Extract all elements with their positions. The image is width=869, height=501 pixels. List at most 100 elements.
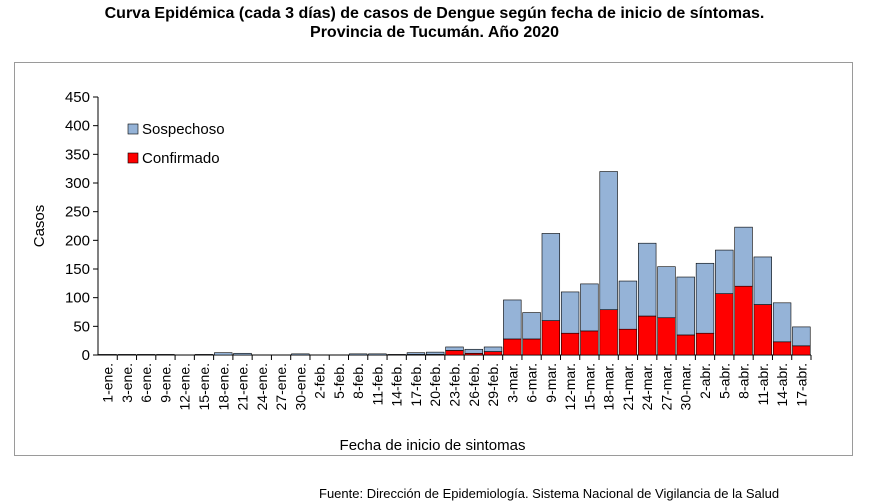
y-tick-label: 150 [65,261,90,278]
bar-confirmado [541,320,561,356]
x-tick-label: 6-ene. [138,363,154,403]
bar-sospechoso [695,262,715,334]
bar-sospechoso [464,348,483,354]
y-tick-label: 100 [65,290,90,307]
x-tick-label: 2-abr. [697,363,713,399]
x-tick-label: 17-abr. [793,363,809,407]
x-tick-label: 8-feb. [350,363,366,399]
bar-confirmado [522,338,541,356]
bar-confirmado [483,351,503,356]
y-tick-label: 400 [65,118,90,135]
source-note: Fuente: Dirección de Epidemiología. Sist… [319,486,780,501]
x-tick-label: 14-abr. [774,363,790,407]
x-tick-label: 20-feb. [427,363,443,407]
bar-sospechoso [291,353,310,356]
legend-label: Sospechoso [142,121,225,138]
bar-confirmado [503,338,522,356]
x-tick-label: 18-ene. [215,363,231,410]
bar-sospechoso [214,352,233,356]
bar-confirmado [560,332,580,356]
bar-sospechoso [137,354,156,356]
bar-sospechoso [348,353,368,356]
bar-confirmado [734,285,753,356]
y-tick-label: 200 [65,232,90,249]
bar-sospechoso [233,352,252,356]
x-tick-label: 17-feb. [408,363,424,407]
bar-sospechoso [522,312,541,340]
bar-sospechoso [792,326,811,347]
y-tick-label: 450 [65,89,90,106]
x-tick-label: 23-feb. [447,363,463,407]
bar-sospechoso [580,283,599,332]
y-tick-label: 50 [73,318,90,335]
bar-sospechoso [638,242,657,317]
x-tick-label: 27-mar. [658,363,674,410]
x-tick-label: 26-feb. [466,363,482,407]
y-tick-label: 300 [65,175,90,192]
x-tick-label: 30-ene. [292,363,308,410]
bar-sospechoso [541,233,561,321]
x-tick-label: 3-mar. [504,363,520,403]
chart-frame [14,62,853,456]
bar-sospechoso [676,276,695,336]
y-axis-title: Casos [31,205,48,248]
y-tick-label: 250 [65,204,90,221]
bar-sospechoso [657,266,676,319]
bar-confirmado [638,315,657,356]
x-tick-label: 24-mar. [639,363,655,410]
x-tick-label: 5-feb. [331,363,347,399]
legend-swatch [127,123,139,135]
chart-subtitle: Provincia de Tucumán. Año 2020 [310,24,559,41]
bar-confirmado [753,304,772,356]
bar-sospechoso [368,353,387,356]
x-tick-label: 15-ene. [196,363,212,410]
bar-sospechoso [387,354,406,356]
bar-confirmado [676,334,695,356]
bar-confirmado [445,350,464,356]
x-tick-label: 5-abr. [716,363,732,399]
x-tick-label: 18-mar. [601,363,617,410]
bar-sospechoso [445,346,464,351]
bar-sospechoso [426,351,445,355]
bar-sospechoso [503,299,522,340]
x-tick-label: 21-mar. [620,363,636,410]
bar-sospechoso [483,346,503,352]
bar-confirmado [792,345,811,356]
x-tick-label: 12-ene. [177,363,193,410]
bar-sospechoso [715,249,734,294]
bar-sospechoso [599,171,618,311]
x-tick-label: 6-mar. [524,363,540,403]
y-tick-label: 0 [82,347,90,364]
x-tick-label: 15-mar. [581,363,597,410]
x-tick-label: 12-mar. [562,363,578,410]
chart-title: Curva Epidémica (cada 3 días) de casos d… [104,5,765,22]
bar-confirmado [580,330,599,356]
x-tick-label: 9-mar. [543,363,559,403]
bar-sospechoso [772,302,792,343]
x-axis-title: Fecha de inicio de sintomas [340,437,526,454]
bar-sospechoso [156,354,175,356]
x-tick-label: 27-ene. [273,363,289,410]
bar-confirmado [657,317,676,356]
x-tick-label: 3-ene. [119,363,135,403]
x-tick-label: 29-feb. [485,363,501,407]
legend-swatch [127,152,139,164]
bar-sospechoso [560,291,580,334]
x-tick-label: 11-abr. [755,363,771,406]
x-tick-label: 24-ene. [254,363,270,410]
bar-sospechoso [98,354,117,356]
bar-confirmado [715,293,734,356]
bar-sospechoso [753,256,772,305]
bar-confirmado [599,309,618,356]
x-tick-label: 2-feb. [312,363,328,399]
x-tick-label: 9-ene. [157,363,173,403]
bar-sospechoso [734,226,753,287]
legend-label: Confirmado [142,150,220,167]
bar-confirmado [695,332,715,356]
bar-sospechoso [194,354,214,356]
x-tick-label: 8-abr. [736,363,752,399]
x-tick-label: 30-mar. [678,363,694,410]
x-tick-label: 14-feb. [389,363,405,407]
x-tick-label: 1-ene. [100,363,116,403]
